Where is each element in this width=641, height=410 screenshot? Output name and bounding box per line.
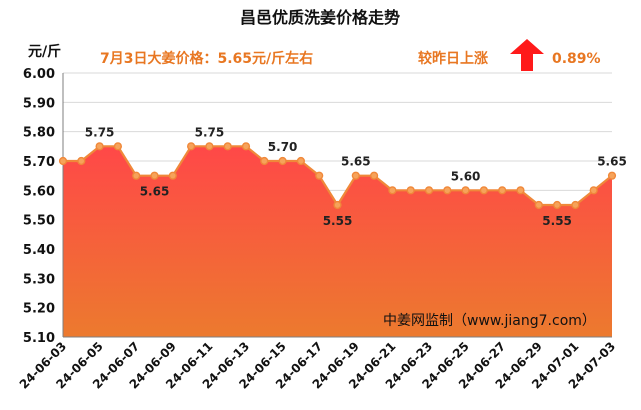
- data-label: 5.60: [451, 169, 481, 183]
- data-point: [479, 186, 489, 195]
- data-point: [516, 186, 525, 195]
- today-price-annotation: 7月3日大姜价格：5.65元/斤左右: [100, 50, 313, 67]
- up-arrow-icon: [510, 39, 544, 71]
- data-point: [461, 186, 470, 195]
- data-point: [498, 186, 507, 195]
- data-label: 5.55: [323, 214, 353, 228]
- data-point: [443, 186, 452, 195]
- data-label: 5.65: [597, 155, 627, 169]
- y-axis-ticks: 5.10 5.20 5.30 5.40 5.50 5.60 5.70 5.80 5.90 6.00: [23, 67, 55, 346]
- data-label: 5.65: [341, 155, 371, 169]
- data-point: [260, 156, 269, 166]
- data-label: 5.65: [140, 185, 170, 199]
- chart-title: 昌邑优质洗姜价格走势: [240, 8, 400, 27]
- change-text-annotation: 较昨日上涨: [418, 50, 488, 67]
- data-point: [351, 171, 360, 180]
- data-point: [370, 171, 379, 180]
- data-point: [571, 200, 580, 210]
- y-tick-label: 6.00: [23, 67, 55, 82]
- y-tick-label: 5.40: [23, 243, 55, 258]
- axes: [62, 73, 612, 338]
- price-markers: [58, 142, 617, 210]
- data-label: 5.70: [268, 140, 298, 154]
- y-tick-label: 5.20: [23, 302, 55, 317]
- y-tick-label: 5.80: [23, 126, 55, 141]
- data-point: [552, 200, 562, 210]
- y-tick-label: 5.60: [23, 184, 55, 199]
- data-label: 5.75: [85, 125, 115, 139]
- data-point: [168, 171, 177, 180]
- data-point: [278, 156, 287, 166]
- data-point: [205, 142, 214, 151]
- y-tick-label: 5.70: [23, 155, 55, 170]
- data-point: [333, 200, 342, 210]
- data-point: [58, 156, 68, 166]
- data-labels: 5.75 5.65 5.75 5.70 5.55 5.65 5.60 5.55 5.65: [85, 125, 627, 228]
- price-area-fill: [63, 146, 612, 337]
- data-point: [77, 156, 86, 166]
- data-point: [388, 186, 397, 195]
- data-point: [607, 171, 617, 180]
- data-point: [534, 200, 543, 210]
- data-point: [223, 142, 232, 151]
- data-point: [132, 171, 141, 180]
- y-axis-unit-label: 元/斤: [28, 43, 61, 60]
- y-tick-label: 5.50: [23, 214, 55, 229]
- y-tick-label: 5.30: [23, 272, 55, 287]
- y-tick-label: 5.90: [23, 96, 55, 111]
- y-tick-label: 5.10: [23, 331, 55, 346]
- data-label: 5.55: [542, 214, 572, 228]
- change-value-annotation: 0.89%: [552, 51, 601, 67]
- data-point: [187, 142, 196, 151]
- data-point: [315, 171, 324, 180]
- data-point: [424, 186, 434, 195]
- data-point: [406, 186, 415, 195]
- data-point: [150, 171, 159, 180]
- data-point: [113, 142, 123, 151]
- data-point: [296, 156, 306, 166]
- x-axis-ticks: 24-06-0324-06-0524-06-0724-06-0924-06-11…: [17, 339, 618, 391]
- data-point: [589, 186, 598, 195]
- data-point: [241, 142, 251, 151]
- data-label: 5.75: [195, 125, 225, 139]
- watermark-text: 中姜网监制（www.jiang7.com）: [383, 313, 596, 329]
- data-point: [95, 142, 104, 151]
